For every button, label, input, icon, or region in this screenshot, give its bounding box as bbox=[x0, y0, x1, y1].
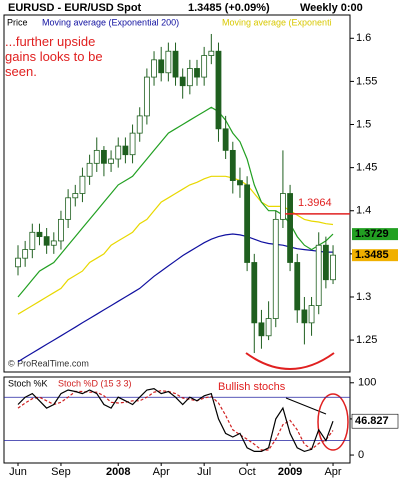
x-tick-label: 2009 bbox=[278, 466, 302, 478]
candle-body bbox=[72, 193, 79, 199]
candle-body bbox=[65, 197, 72, 220]
y-tick-label: 1.25 bbox=[356, 334, 377, 346]
last-price-box bbox=[352, 249, 398, 262]
bottom-arc bbox=[245, 352, 335, 370]
legend-ma-yellow: Moving average (Exponenti bbox=[222, 17, 332, 27]
stoch-annotation: Bullish stochs bbox=[218, 381, 286, 393]
price-panel bbox=[3, 14, 351, 373]
last-value-box bbox=[351, 413, 399, 429]
x-tick-label: Jul bbox=[197, 466, 211, 478]
candle-body bbox=[194, 68, 200, 78]
candle-body bbox=[258, 322, 265, 337]
candle-body bbox=[287, 193, 293, 263]
y-tick-label: 0 bbox=[358, 449, 364, 461]
y-tick-label: 1.3 bbox=[356, 291, 371, 303]
candle-body bbox=[237, 180, 243, 186]
candle-body bbox=[158, 59, 165, 74]
candle-body bbox=[122, 145, 129, 156]
y-tick-label: 1.55 bbox=[356, 75, 377, 87]
candle-body bbox=[22, 249, 29, 259]
candle-body bbox=[143, 76, 150, 117]
stoch-highlight bbox=[317, 393, 349, 451]
y-tick-label: 1.45 bbox=[356, 162, 377, 174]
candle-body bbox=[186, 68, 193, 87]
moving-average bbox=[17, 233, 333, 363]
candle-body bbox=[93, 149, 100, 164]
x-tick-label: Oct bbox=[239, 466, 256, 478]
candle-body bbox=[86, 162, 93, 177]
candle-body bbox=[272, 218, 279, 319]
stoch-k bbox=[17, 387, 334, 453]
candle-body bbox=[208, 50, 215, 56]
candle-body bbox=[179, 76, 186, 87]
candle-body bbox=[29, 231, 36, 250]
y-tick-label: 100 bbox=[358, 377, 376, 389]
candle-body bbox=[215, 50, 222, 130]
stoch-title: Stoch %K bbox=[8, 378, 48, 388]
y-tick-label: 1.6 bbox=[356, 32, 371, 44]
y-tick-label: 1.4 bbox=[356, 205, 371, 217]
candle-body bbox=[108, 158, 114, 164]
candle-body bbox=[280, 193, 286, 220]
candle-body bbox=[115, 145, 122, 160]
candle-body bbox=[43, 236, 50, 246]
period: Weekly 0:00 bbox=[300, 2, 363, 14]
quote: 1.3485 (+0.09%) bbox=[188, 2, 270, 14]
last-price: 1.3485 bbox=[355, 249, 389, 261]
x-tick-label: Apr bbox=[153, 466, 170, 478]
last-value-box bbox=[352, 228, 398, 241]
candle-body bbox=[50, 240, 57, 246]
y-tick-label: 1.5 bbox=[356, 118, 371, 130]
candle-body bbox=[165, 50, 172, 74]
legend-ma200: Moving average (Exponential 200) bbox=[42, 17, 179, 27]
x-tick-label: Apr bbox=[324, 466, 341, 478]
stoch-d bbox=[17, 390, 334, 451]
candle-body bbox=[15, 257, 21, 268]
candle-body bbox=[136, 115, 143, 134]
candle-body bbox=[201, 55, 208, 78]
annotation-box: ...further upside gains looks to be seen… bbox=[5, 34, 103, 79]
x-tick-label: Sep bbox=[51, 466, 71, 478]
candle-body bbox=[129, 132, 136, 156]
candle-body bbox=[294, 262, 301, 311]
candle-body bbox=[308, 305, 315, 324]
candle-body bbox=[151, 59, 157, 78]
x-tick-label: Jun bbox=[9, 466, 27, 478]
candle-body bbox=[322, 244, 329, 281]
last-value: 46.827 bbox=[355, 415, 389, 427]
candle-body bbox=[172, 50, 179, 78]
credit: © ProRealTime.com bbox=[8, 358, 89, 368]
candle-body bbox=[36, 231, 43, 238]
annotation: ...further upside gains looks to be seen… bbox=[5, 34, 103, 79]
candle-body bbox=[251, 262, 258, 324]
candle-body bbox=[265, 318, 272, 337]
candle-body bbox=[315, 244, 322, 307]
legend-price: Price bbox=[7, 17, 28, 27]
stoch-panel bbox=[3, 376, 351, 464]
candle-body bbox=[229, 149, 236, 181]
candle-body bbox=[301, 309, 308, 324]
x-tick-label: 2008 bbox=[106, 466, 130, 478]
candle-body bbox=[58, 218, 64, 242]
last-value: 1.3729 bbox=[355, 228, 389, 240]
stoch-d-legend: Stoch %D (15 3 3) bbox=[58, 378, 132, 388]
candle-body bbox=[222, 128, 229, 151]
chart-title: EURUSD - EUR/USD Spot bbox=[8, 2, 142, 14]
candle-body bbox=[330, 254, 336, 281]
candle-body bbox=[79, 175, 86, 194]
candle-body bbox=[244, 184, 251, 263]
resistance-label: 1.3964 bbox=[298, 197, 332, 209]
candle-body bbox=[101, 149, 107, 164]
